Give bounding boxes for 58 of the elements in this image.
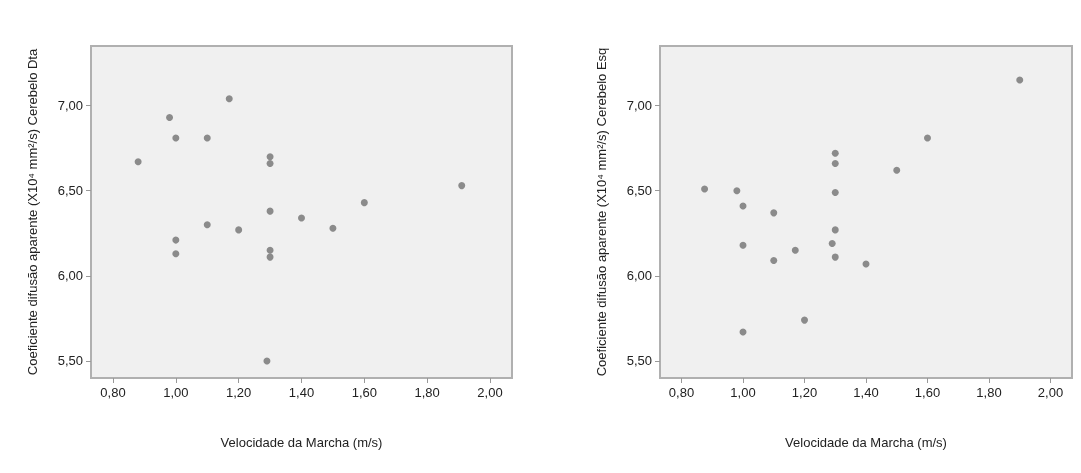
x-tick-label: 1,00 <box>163 385 189 400</box>
x-tick-label: 1,40 <box>288 385 315 400</box>
point <box>225 95 233 103</box>
point <box>172 250 180 258</box>
x-tick-label: 2,00 <box>477 385 503 400</box>
point <box>831 188 839 196</box>
y-axis-title: Coeficiente difusão aparente (X10⁴ mm²/s) Cerebelo Dta <box>25 48 40 376</box>
y-tick-label: 6,00 <box>57 268 83 284</box>
x-tick-label: 0,80 <box>100 385 126 400</box>
point <box>733 187 741 195</box>
point <box>298 214 305 222</box>
point <box>134 158 142 166</box>
point <box>924 134 931 142</box>
x-tick-label: 1,80 <box>976 385 1002 400</box>
y-tick-label: 6,00 <box>626 268 652 284</box>
point <box>893 166 901 174</box>
y-tick-label: 6,50 <box>57 183 83 199</box>
point <box>166 114 174 122</box>
point <box>266 153 274 161</box>
x-tick-label: 1,60 <box>914 385 941 400</box>
x-tick-label: 1,00 <box>730 385 756 400</box>
y-tick-label: 7,00 <box>57 98 83 114</box>
x-tick-label: 1,60 <box>351 385 377 400</box>
point <box>266 159 274 167</box>
point <box>770 257 778 265</box>
point <box>791 246 799 254</box>
x-tick-label: 2,00 <box>1037 385 1064 400</box>
point <box>831 226 839 234</box>
point <box>172 236 180 244</box>
point <box>831 253 839 261</box>
point <box>266 207 274 215</box>
y-tick-label: 6,50 <box>626 183 652 199</box>
point <box>172 134 180 142</box>
y-tick-label: 5,50 <box>626 353 652 369</box>
point <box>329 224 337 232</box>
point <box>235 226 243 234</box>
point <box>1016 76 1024 84</box>
point <box>203 221 211 229</box>
y-tick-label: 7,00 <box>626 98 652 114</box>
point <box>831 149 839 157</box>
point <box>203 134 211 142</box>
x-tick-label: 1,20 <box>226 385 252 400</box>
y-tick-label: 5,50 <box>57 353 83 369</box>
point <box>828 240 836 247</box>
x-tick-label: 1,20 <box>791 385 818 400</box>
x-tick-label: 1,80 <box>414 385 440 400</box>
point <box>831 159 839 167</box>
point <box>360 199 368 207</box>
x-tick-label: 0,80 <box>668 385 695 400</box>
point <box>701 185 709 193</box>
x-axis-title: Velocidade da Marcha (m/s) <box>220 435 383 450</box>
point <box>266 246 274 254</box>
x-tick-label: 1,40 <box>853 385 879 400</box>
point <box>770 209 778 217</box>
point <box>801 316 809 324</box>
point <box>458 182 466 190</box>
x-axis-title: Velocidade da Marcha (m/s) <box>785 435 947 450</box>
y-axis-title: Coeficiente difusão aparente (X10⁴ mm²/s) Cerebelo Esq <box>594 47 609 377</box>
